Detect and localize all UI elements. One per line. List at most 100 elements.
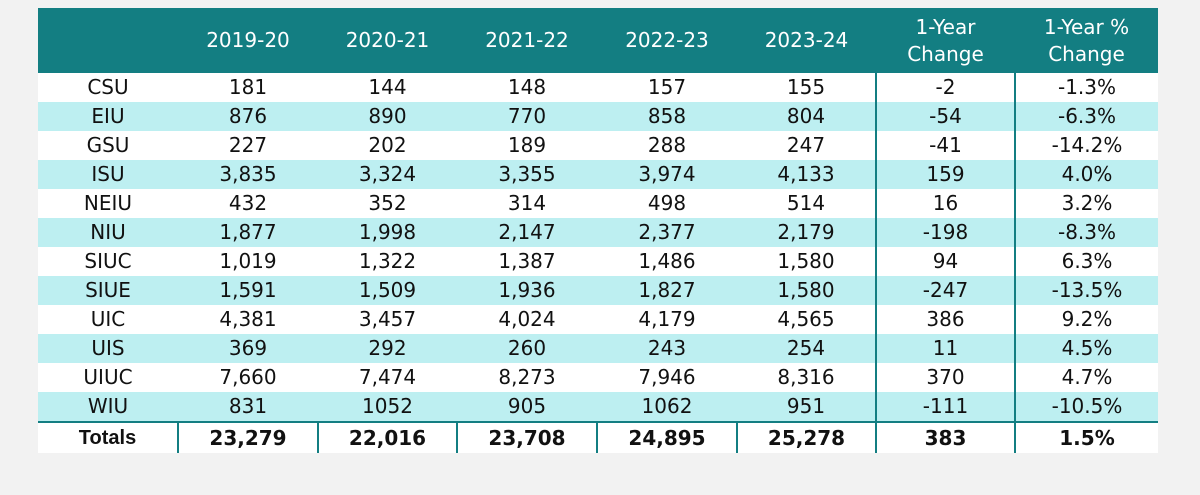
table-cell: 8,316 [737,363,876,392]
table-cell: 369 [178,334,318,363]
table-cell: -14.2% [1014,131,1158,160]
table-cell: 1,019 [178,247,318,276]
table-cell: 1,580 [737,247,876,276]
table-cell: 804 [737,102,876,131]
table-row: WIU 831 1052 905 1062 951 -111 -10.5% [38,392,1158,422]
table-cell: 386 [875,305,1015,334]
table-cell: 144 [318,73,457,102]
table-cell: 3,324 [318,160,457,189]
table-cell: 890 [318,102,457,131]
row-label: ISU [38,160,178,189]
header-cell-corner [38,8,178,73]
table-cell: 4,024 [457,305,597,334]
table-row: CSU 181 144 148 157 155 -2 -1.3% [38,73,1158,102]
totals-label: Totals [38,421,178,453]
table-cell: 7,660 [178,363,318,392]
table-cell: 1062 [597,392,737,422]
table-cell: 1,998 [318,218,457,247]
table-cell: 3,355 [457,160,597,189]
table-cell: 1052 [318,392,457,422]
header-label: 2022-23 [625,28,709,52]
table-cell: -41 [875,131,1015,160]
row-label: NIU [38,218,178,247]
table-cell: 4,133 [737,160,876,189]
row-label: EIU [38,102,178,131]
header-label-line: 1-Year [915,14,976,39]
table-row: SIUE 1,591 1,509 1,936 1,827 1,580 -247 -13.5% [38,276,1158,305]
row-label: WIU [38,392,178,422]
table-cell: 288 [597,131,737,160]
totals-cell: 22,016 [317,421,457,453]
table-cell: 4,381 [178,305,318,334]
header-label: 2021-22 [485,28,569,52]
table-row: UIS 369 292 260 243 254 11 4.5% [38,334,1158,363]
table-cell: 770 [457,102,597,131]
row-label: UIS [38,334,178,363]
table-cell: 905 [457,392,597,422]
row-label: UIUC [38,363,178,392]
table-cell: 2,179 [737,218,876,247]
table-cell: 181 [178,73,318,102]
header-label: 2023-24 [764,28,849,52]
table-cell: 260 [457,334,597,363]
table-cell: 352 [318,189,457,218]
header-cell: 2019-20 [178,8,318,73]
table-cell: 1,322 [318,247,457,276]
table-cell: 7,474 [318,363,457,392]
table-cell: 155 [737,73,876,102]
table-cell: -2 [875,73,1015,102]
table-cell: 157 [597,73,737,102]
table-cell: 2,377 [597,218,737,247]
row-label: SIUE [38,276,178,305]
table-cell: -1.3% [1014,73,1158,102]
table-cell: 3,457 [318,305,457,334]
table-cell: 1,509 [318,276,457,305]
header-label: 2020-21 [345,28,430,52]
header-label-line: Change [907,41,984,66]
table-cell: -10.5% [1014,392,1158,422]
table-cell: 4.5% [1014,334,1158,363]
enrollment-table: 2019-20 2020-21 2021-22 2022-23 2023-24 … [38,8,1158,453]
totals-cell: 25,278 [736,421,876,453]
table-cell: 3,974 [597,160,737,189]
header-label: 2019-20 [206,28,290,52]
table-cell: 3.2% [1014,189,1158,218]
table-cell: 370 [875,363,1015,392]
totals-cell: 24,895 [596,421,737,453]
table-cell: 94 [875,247,1015,276]
row-label: SIUC [38,247,178,276]
table-cell: 876 [178,102,318,131]
header-cell: 2022-23 [597,8,737,73]
table-cell: 6.3% [1014,247,1158,276]
table-cell: 1,936 [457,276,597,305]
table-cell: -111 [875,392,1015,422]
table-row: UIC 4,381 3,457 4,024 4,179 4,565 386 9.2% [38,305,1158,334]
table-cell: -198 [875,218,1015,247]
table-cell: 951 [737,392,876,422]
table-row: NEIU 432 352 314 498 514 16 3.2% [38,189,1158,218]
table-cell: 1,486 [597,247,737,276]
row-label: CSU [38,73,178,102]
table-row: ISU 3,835 3,324 3,355 3,974 4,133 159 4.0% [38,160,1158,189]
table-cell: -13.5% [1014,276,1158,305]
table-cell: 9.2% [1014,305,1158,334]
table-cell: 4.7% [1014,363,1158,392]
table-row: NIU 1,877 1,998 2,147 2,377 2,179 -198 -8.3% [38,218,1158,247]
data-table-container: 2019-20 2020-21 2021-22 2022-23 2023-24 … [38,8,1158,453]
table-cell: -54 [875,102,1015,131]
table-cell: 498 [597,189,737,218]
header-cell: 1-Year Change [876,8,1015,73]
table-cell: 11 [875,334,1015,363]
table-row: EIU 876 890 770 858 804 -54 -6.3% [38,102,1158,131]
table-cell: 254 [737,334,876,363]
table-cell: 514 [737,189,876,218]
header-cell: 1-Year % Change [1015,8,1158,73]
table-body: CSU 181 144 148 157 155 -2 -1.3% EIU 876 890 770 858… [38,73,1158,422]
table-cell: 858 [597,102,737,131]
table-cell: 3,835 [178,160,318,189]
table-cell: 1,591 [178,276,318,305]
table-cell: 227 [178,131,318,160]
header-row: 2019-20 2020-21 2021-22 2022-23 2023-24 … [38,8,1158,73]
totals-row: Totals 23,279 22,016 23,708 24,895 25,27… [38,421,1158,453]
table-cell: 1,877 [178,218,318,247]
